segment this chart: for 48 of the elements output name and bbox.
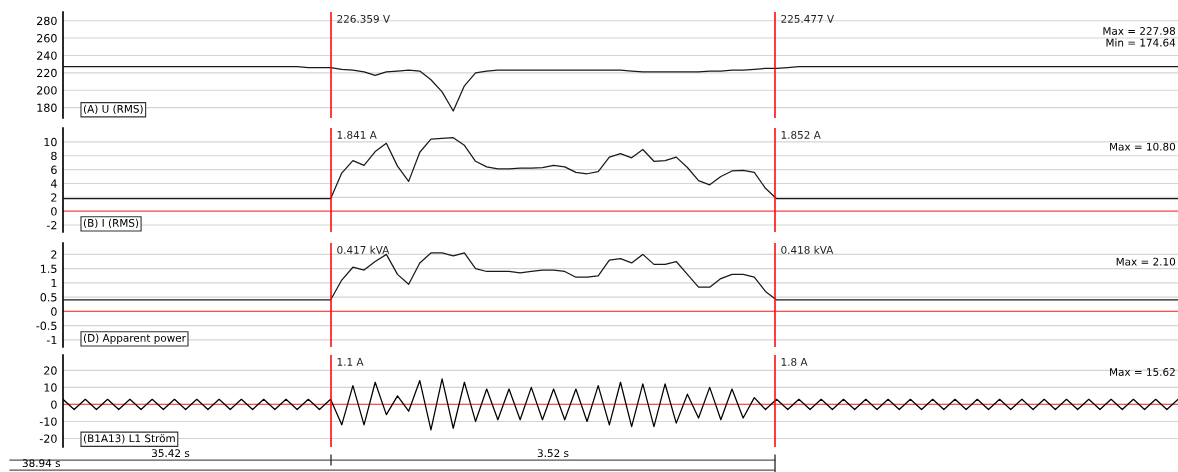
- y-tick-label: -10: [39, 417, 57, 426]
- annotation: 225.477 V: [781, 14, 834, 23]
- y-tick-label: 1: [51, 279, 57, 288]
- line-series: [63, 66, 1178, 112]
- annotation: 0.418 kVA: [781, 245, 834, 254]
- y-tick-label: -20: [39, 434, 57, 443]
- annotation: (B1A13) L1 Ström: [83, 434, 175, 444]
- y-tick-label: 0: [51, 307, 57, 316]
- annotation: Max = 10.80: [1110, 142, 1176, 151]
- text: 3.52 s: [537, 449, 569, 458]
- y-tick-label: 8: [51, 151, 57, 161]
- y-tick-label: 0: [51, 207, 57, 216]
- annotation: Max = 15.62: [1110, 368, 1175, 376]
- y-tick-label: 10: [44, 137, 57, 147]
- y-tick-label: 1.5: [40, 264, 57, 274]
- y-tick-label: 200: [37, 86, 57, 95]
- y-tick-label: 0.5: [40, 293, 57, 302]
- y-tick-label: -1: [46, 336, 57, 345]
- annotation: 226.359 V: [337, 14, 390, 23]
- annotation: Max = 227.98: [1103, 27, 1176, 35]
- y-tick-label: 20: [44, 366, 57, 375]
- line-series: [63, 252, 1178, 301]
- y-tick-label: 0: [51, 400, 57, 409]
- annotation: 1.841 A: [337, 130, 377, 139]
- annotation: 1.1 A: [337, 358, 364, 366]
- annotation: (B) I (RMS): [83, 218, 139, 229]
- y-tick-label: 220: [37, 68, 57, 78]
- annotation: 1.852 A: [781, 130, 821, 139]
- y-tick-label: 240: [37, 51, 57, 60]
- y-tick-label: 260: [37, 34, 57, 43]
- annotation: 1.8 A: [781, 357, 808, 366]
- annotation: Max = 2.10: [1116, 257, 1176, 266]
- annotation: (D) Apparent power: [83, 333, 186, 344]
- y-tick-label: 180: [37, 103, 57, 112]
- y-tick-label: -2: [46, 221, 57, 230]
- annotation: 0.417 kVA: [337, 245, 390, 254]
- y-tick-label: 2: [51, 250, 57, 259]
- text: 38.94 s: [22, 459, 61, 468]
- annotation: (A) U (RMS): [83, 104, 143, 115]
- y-tick-label: 6: [51, 165, 57, 174]
- y-tick-label: 4: [50, 179, 57, 188]
- y-tick-label: 280: [37, 16, 57, 26]
- y-tick-label: 10: [44, 383, 57, 392]
- y-tick-label: 2: [51, 193, 57, 202]
- y-tick-label: -0.5: [36, 321, 57, 331]
- annotation: Min = 174.64: [1106, 38, 1176, 47]
- text: 35.42 s: [152, 449, 190, 458]
- line-series: [63, 137, 1178, 200]
